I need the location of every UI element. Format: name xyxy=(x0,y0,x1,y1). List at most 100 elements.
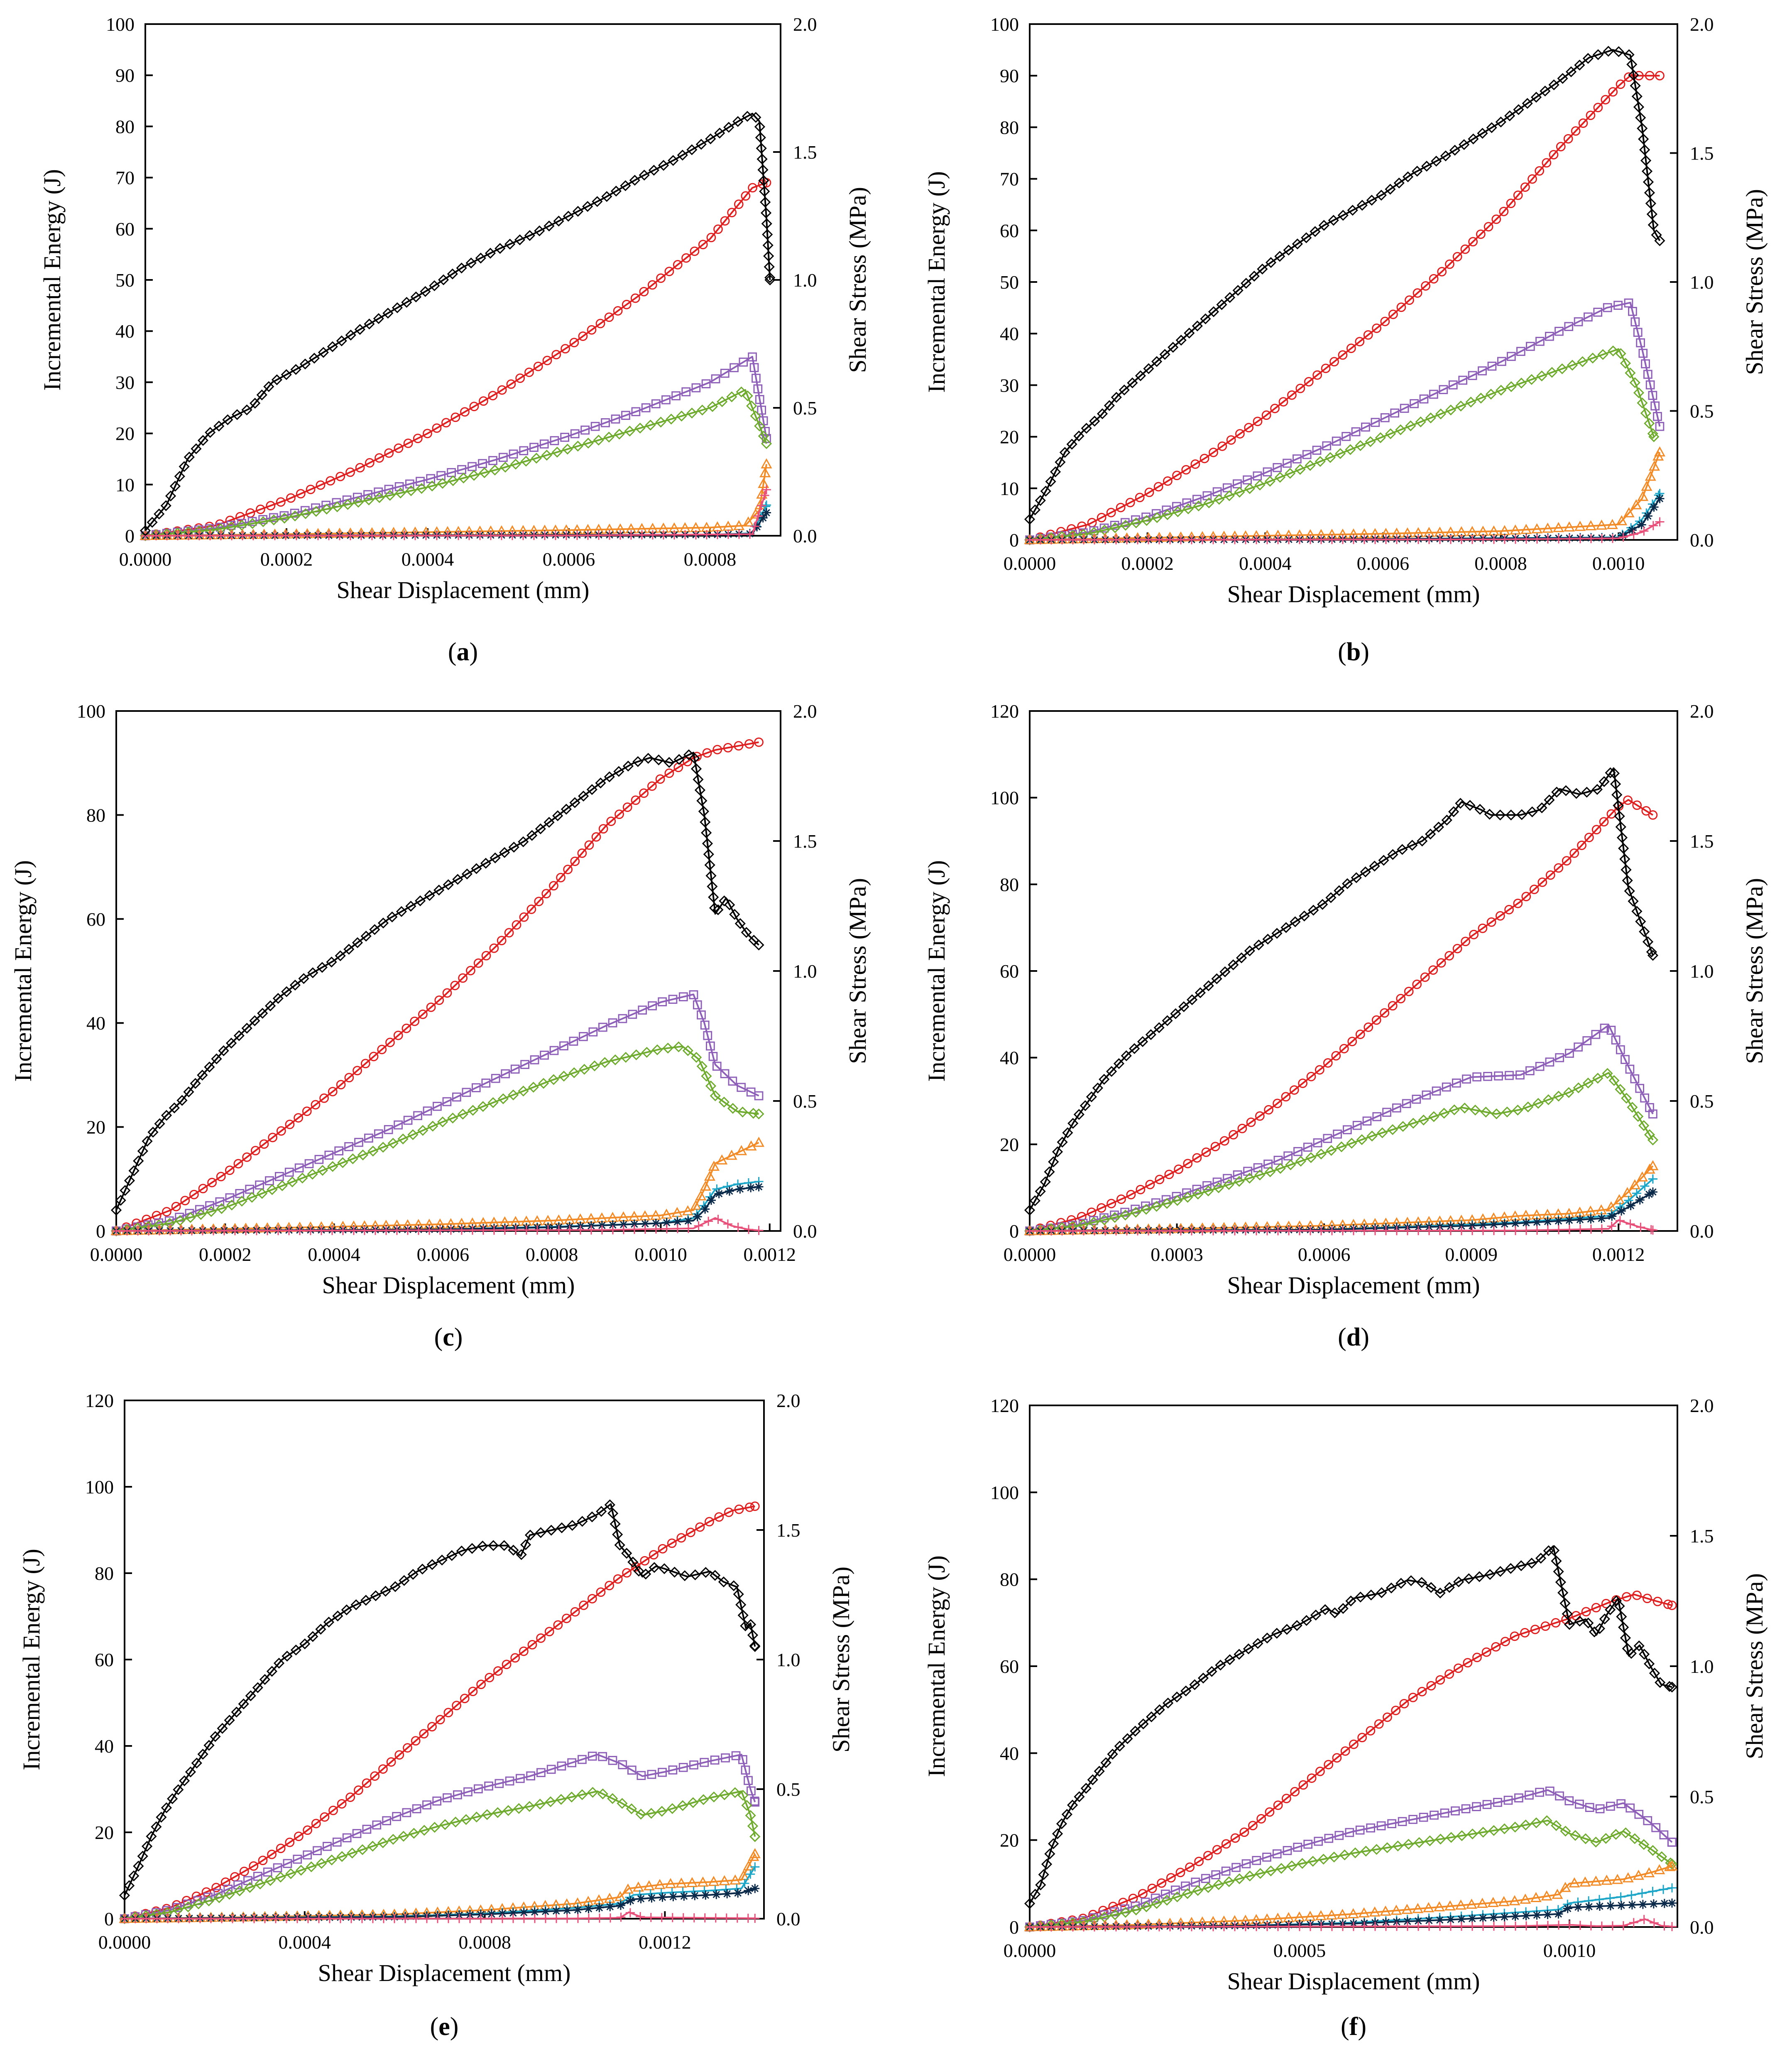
data-point xyxy=(1073,430,1085,441)
data-point xyxy=(1055,456,1066,468)
data-point xyxy=(1392,1922,1401,1931)
data-point xyxy=(266,501,276,510)
data-point xyxy=(487,1097,499,1108)
data-point xyxy=(640,1569,651,1580)
data-point xyxy=(1645,71,1655,81)
data-point xyxy=(1145,1029,1157,1040)
data-point xyxy=(754,1182,764,1192)
data-point xyxy=(1474,804,1486,815)
data-point xyxy=(702,530,711,539)
data-point xyxy=(519,1908,529,1917)
data-point xyxy=(1625,1064,1635,1074)
y-tick-label: 0 xyxy=(1009,1221,1019,1242)
data-point xyxy=(1531,523,1543,534)
data-point xyxy=(1181,1881,1190,1891)
data-point xyxy=(526,905,536,914)
data-point xyxy=(1596,519,1607,530)
data-point xyxy=(1214,494,1225,505)
data-point xyxy=(558,1071,570,1082)
data-point xyxy=(420,286,431,297)
data-point xyxy=(367,1145,379,1157)
y2-tick-label: 2.0 xyxy=(793,701,817,722)
data-point xyxy=(649,1550,659,1560)
data-point xyxy=(1468,237,1478,247)
data-point xyxy=(1551,1555,1562,1567)
data-point xyxy=(462,1088,471,1097)
data-point xyxy=(1509,1895,1520,1905)
data-point xyxy=(1514,1793,1523,1802)
data-point xyxy=(1493,1798,1502,1807)
y-tick-label: 0 xyxy=(104,1908,114,1930)
data-point xyxy=(1486,122,1497,133)
data-point xyxy=(610,1518,621,1530)
data-point xyxy=(1461,937,1471,946)
data-point xyxy=(1551,1618,1561,1628)
data-point xyxy=(622,802,632,812)
data-point xyxy=(664,768,674,778)
y-tick-label: 100 xyxy=(77,701,105,722)
data-point xyxy=(1489,1226,1498,1236)
data-point xyxy=(636,1894,646,1903)
data-point xyxy=(1606,1901,1615,1910)
data-point xyxy=(543,1225,553,1235)
data-point xyxy=(706,1041,715,1051)
data-point xyxy=(658,1768,667,1777)
data-point xyxy=(405,900,416,912)
data-point xyxy=(1396,994,1406,1003)
data-point xyxy=(1302,450,1312,459)
data-point xyxy=(1475,392,1486,404)
data-point xyxy=(443,879,454,890)
data-point xyxy=(1636,1171,1648,1182)
data-point xyxy=(146,1831,157,1842)
data-point xyxy=(1396,302,1406,312)
data-point xyxy=(1484,222,1493,232)
data-point xyxy=(549,881,558,891)
data-point xyxy=(535,1527,546,1538)
data-point xyxy=(1202,1185,1214,1196)
data-point xyxy=(401,1023,411,1033)
data-point xyxy=(403,1116,413,1125)
data-point xyxy=(267,1849,277,1859)
data-point xyxy=(659,530,668,539)
data-point xyxy=(1291,1620,1302,1631)
data-point xyxy=(1575,1800,1584,1809)
data-point xyxy=(1599,1613,1610,1625)
data-point xyxy=(1630,1074,1640,1084)
y-tick-label: 80 xyxy=(86,804,105,826)
data-point xyxy=(481,1079,491,1088)
data-point xyxy=(729,909,740,920)
data-point xyxy=(1592,1073,1603,1084)
data-point xyxy=(1187,1226,1196,1236)
data-point xyxy=(1151,356,1163,367)
data-point xyxy=(524,1530,536,1541)
data-point xyxy=(756,501,766,510)
data-point xyxy=(1130,1206,1141,1218)
data-point xyxy=(1230,1833,1240,1843)
data-point xyxy=(337,1157,348,1168)
data-point xyxy=(480,858,492,869)
data-point xyxy=(693,1212,702,1221)
data-point xyxy=(698,806,709,817)
data-point xyxy=(1273,1800,1283,1810)
data-point xyxy=(1452,944,1462,954)
data-point xyxy=(691,383,701,392)
data-point xyxy=(354,324,366,335)
data-point xyxy=(1467,1221,1477,1231)
data-point xyxy=(508,1545,519,1556)
data-point xyxy=(513,1803,524,1814)
data-point xyxy=(1346,343,1356,353)
data-point xyxy=(345,467,355,477)
data-point xyxy=(467,1105,479,1116)
x-tick-label: 0.0004 xyxy=(279,1932,331,1953)
data-point xyxy=(284,1167,294,1177)
data-point xyxy=(360,1226,369,1235)
data-point xyxy=(1256,1814,1266,1824)
data-point xyxy=(382,307,394,319)
series-s1 xyxy=(1025,71,1665,545)
data-point xyxy=(1425,829,1436,840)
data-point xyxy=(1582,1036,1592,1045)
data-point xyxy=(524,368,534,377)
data-point xyxy=(744,1886,753,1895)
data-point xyxy=(722,1889,732,1898)
data-point xyxy=(1545,1786,1555,1796)
